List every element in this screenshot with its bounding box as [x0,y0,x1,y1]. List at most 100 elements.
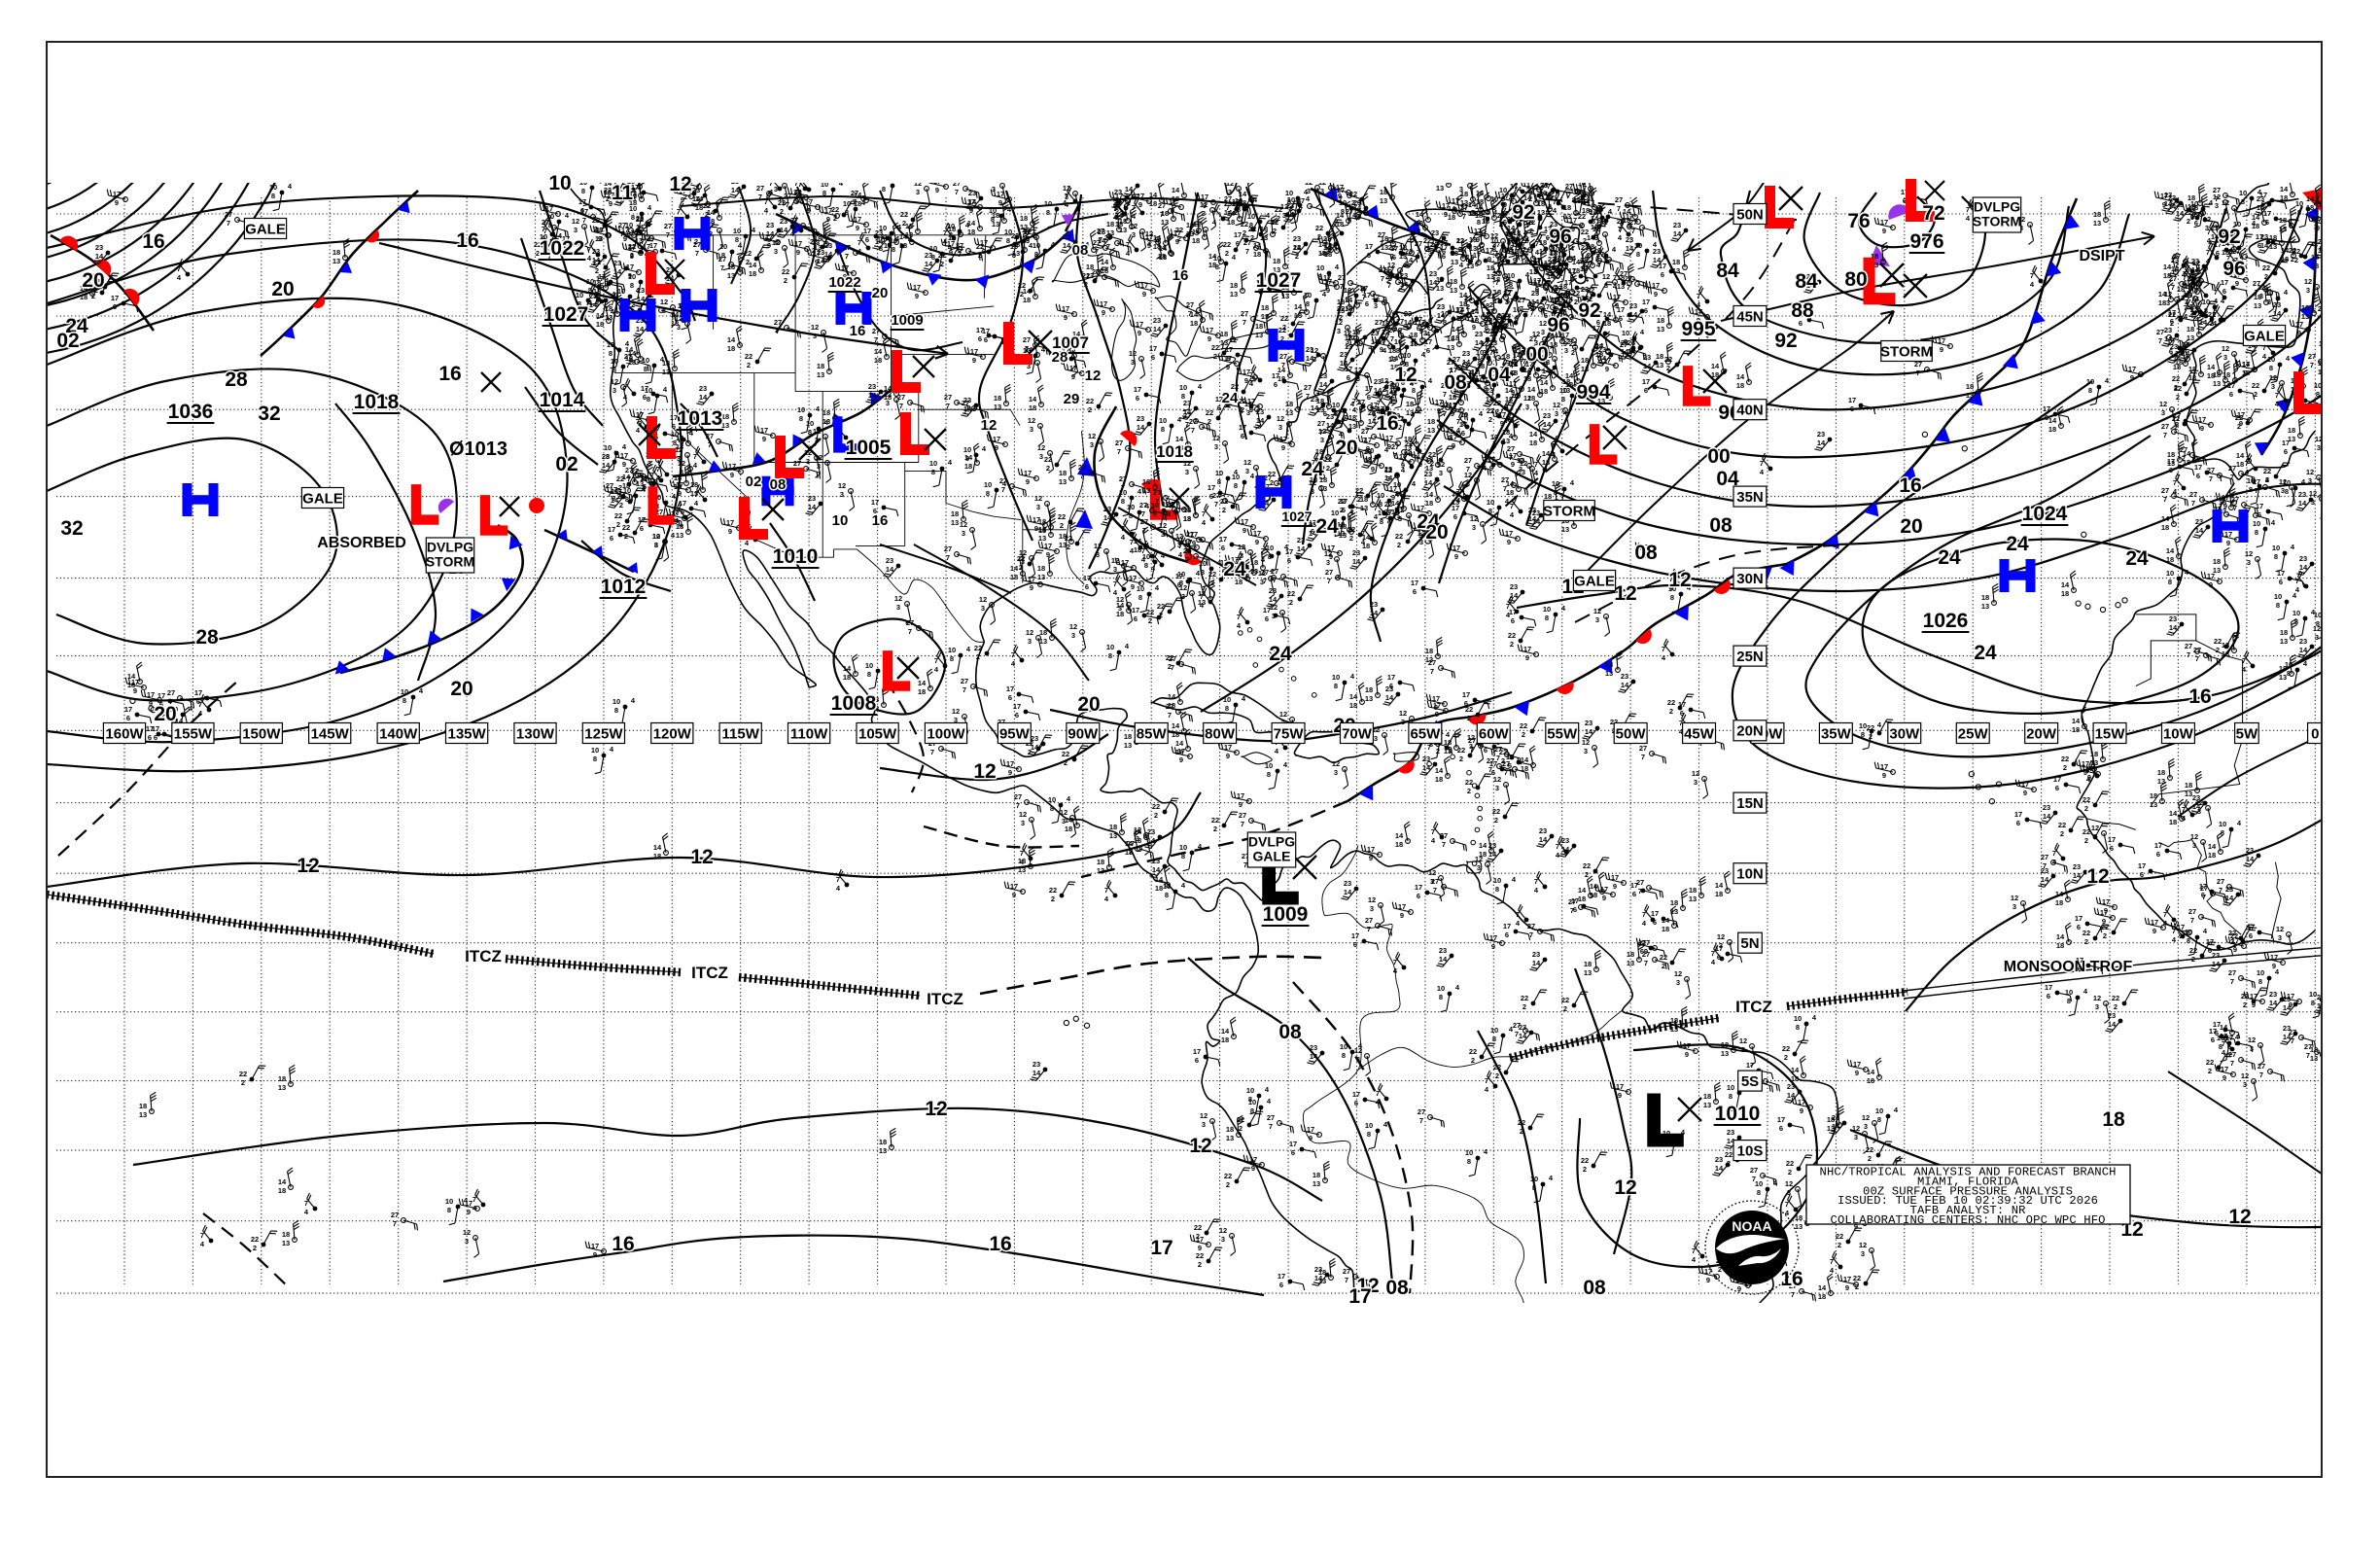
svg-text:DVLPG: DVLPG [1248,834,1295,850]
svg-text:16: 16 [142,230,164,253]
svg-text:994: 994 [1576,381,1610,404]
svg-text:20: 20 [1077,693,1100,716]
svg-text:Ø1013: Ø1013 [449,439,508,460]
svg-text:50W: 50W [1616,725,1647,742]
svg-text:16: 16 [1376,412,1398,435]
svg-text:24: 24 [2006,533,2029,555]
svg-text:GALE: GALE [302,490,343,507]
svg-text:12: 12 [925,1098,947,1120]
svg-text:TAFB ANALYST: NR: TAFB ANALYST: NR [1910,1204,2026,1217]
svg-text:92: 92 [1774,330,1797,352]
svg-text:84: 84 [1716,260,1739,282]
svg-text:00: 00 [1525,343,1548,366]
svg-text:25N: 25N [1736,649,1764,665]
svg-text:1013: 1013 [678,407,723,430]
svg-text:10S: 10S [1737,1143,1764,1160]
svg-text:1018: 1018 [1156,442,1193,461]
svg-text:105W: 105W [858,725,897,742]
svg-text:80W: 80W [1205,725,1236,742]
svg-text:32: 32 [60,517,83,540]
svg-text:ITCZ: ITCZ [1735,998,1772,1016]
svg-text:08: 08 [1583,1277,1606,1299]
svg-text:DSIPT: DSIPT [2079,248,2124,264]
svg-text:12: 12 [1085,368,1102,384]
svg-text:20: 20 [872,285,889,301]
svg-text:18: 18 [2102,1108,2125,1131]
svg-text:5W: 5W [2236,725,2258,742]
svg-text:1014: 1014 [540,389,585,411]
svg-text:1010: 1010 [1715,1103,1761,1125]
svg-text:1024: 1024 [2022,503,2068,525]
svg-text:150W: 150W [242,725,281,742]
svg-text:16: 16 [872,512,889,529]
svg-text:12: 12 [690,846,713,868]
svg-text:16: 16 [456,229,478,252]
svg-text:135W: 135W [448,725,487,742]
svg-text:1007: 1007 [1052,334,1089,352]
svg-text:08: 08 [1634,542,1658,564]
svg-text:24: 24 [1301,458,1324,480]
svg-text:80: 80 [1844,268,1867,291]
svg-text:92: 92 [2218,226,2240,248]
svg-text:35N: 35N [1736,489,1764,506]
svg-text:20: 20 [154,703,176,725]
svg-text:100W: 100W [927,725,965,742]
svg-text:24: 24 [1974,642,1997,664]
svg-text:00Z SURFACE PRESSURE ANALYSIS: 00Z SURFACE PRESSURE ANALYSIS [1863,1184,2073,1198]
svg-text:11: 11 [612,182,634,204]
svg-text:12: 12 [669,173,691,195]
svg-text:96: 96 [1549,226,1571,248]
svg-text:02: 02 [555,453,578,475]
svg-text:995: 995 [1681,318,1715,340]
svg-text:1005: 1005 [846,437,892,459]
svg-text:140W: 140W [379,725,418,742]
svg-text:55W: 55W [1547,725,1578,742]
svg-text:NOAA: NOAA [1732,1218,1771,1234]
svg-text:02: 02 [746,474,762,490]
svg-text:NHC/TROPICAL ANALYSIS AND FORE: NHC/TROPICAL ANALYSIS AND FORECAST BRANC… [1820,1166,2117,1179]
svg-text:85W: 85W [1137,725,1168,742]
svg-text:16: 16 [1899,474,1921,497]
svg-text:88: 88 [1791,299,1814,322]
svg-text:28: 28 [1052,349,1068,366]
svg-text:12: 12 [2086,865,2109,888]
svg-text:24: 24 [1315,515,1339,538]
svg-text:10: 10 [832,512,849,529]
svg-text:20W: 20W [2026,725,2057,742]
svg-text:16: 16 [612,1233,634,1255]
svg-text:STORM: STORM [1880,343,1933,360]
svg-text:00: 00 [1707,445,1730,468]
svg-text:08: 08 [1278,1021,1302,1043]
svg-text:GALE: GALE [245,221,286,237]
svg-text:30N: 30N [1736,571,1764,587]
svg-text:15N: 15N [1736,795,1764,812]
svg-text:DVLPG: DVLPG [1974,199,2020,215]
svg-text:130W: 130W [516,725,555,742]
svg-text:ITCZ: ITCZ [927,990,963,1008]
svg-text:ABSORBED: ABSORBED [317,535,406,551]
svg-text:110W: 110W [790,725,828,742]
svg-text:12: 12 [1394,364,1417,386]
svg-text:ISSUED: TUE FEB 10 02:39:32 UT: ISSUED: TUE FEB 10 02:39:32 UTC 2026 [1838,1194,2098,1208]
svg-text:1026: 1026 [1923,610,1969,632]
svg-text:1036: 1036 [168,401,214,423]
svg-text:08: 08 [1385,1277,1409,1299]
svg-text:17: 17 [1348,1285,1371,1308]
svg-text:12: 12 [981,417,998,434]
svg-text:MONSOON TROF: MONSOON TROF [2004,959,2133,975]
svg-text:28: 28 [225,369,248,391]
svg-text:12: 12 [1614,1176,1636,1199]
svg-text:90W: 90W [1068,725,1099,742]
svg-text:02: 02 [56,330,79,352]
svg-text:0: 0 [2311,725,2319,742]
svg-text:45N: 45N [1736,308,1764,325]
svg-text:MIAMI, FLORIDA: MIAMI, FLORIDA [1917,1175,2019,1188]
svg-text:1018: 1018 [354,391,400,413]
svg-text:08: 08 [1444,371,1467,394]
svg-text:5N: 5N [1740,935,1759,952]
svg-text:24: 24 [65,315,88,337]
svg-text:95W: 95W [999,725,1031,742]
svg-text:20: 20 [271,278,294,300]
svg-text:96: 96 [2222,258,2245,280]
svg-text:COLLABORATING CENTERS: NHC OPC: COLLABORATING CENTERS: NHC OPC WPC HFO [1831,1213,2106,1227]
